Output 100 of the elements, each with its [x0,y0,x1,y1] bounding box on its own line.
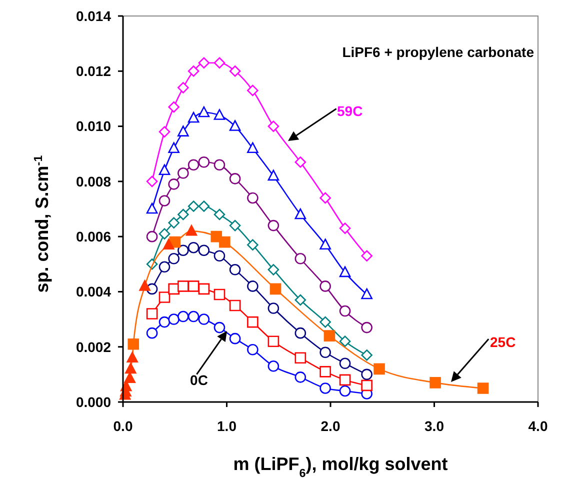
point [188,159,200,171]
y-tick-label: 0.002 [76,338,112,355]
point [294,208,306,220]
point [320,316,331,328]
point [219,236,230,248]
text: LiPF6 + propylene carbonate [342,44,534,60]
point [214,322,226,334]
point [158,164,170,176]
annotation: 25C [490,334,516,350]
point [477,382,489,394]
point [294,372,306,383]
point [268,336,280,347]
point [320,280,331,292]
point [361,349,372,361]
point [339,385,351,397]
point [178,310,189,322]
point [188,65,200,77]
point [188,112,200,123]
point [198,283,210,295]
point [158,261,170,273]
point [139,280,150,291]
point [361,322,372,334]
point [198,106,210,118]
y-tick-label: 0.014 [76,8,112,24]
y-tick-label: 0.004 [76,284,112,300]
point [198,200,210,212]
point [178,126,189,136]
point [247,84,258,96]
point [247,344,258,356]
point [168,178,180,190]
point [229,332,241,344]
point [247,280,258,292]
point [214,208,226,220]
point [163,238,174,250]
point [294,252,306,264]
x-tick-label: 1.0 [217,418,237,434]
point [294,352,306,364]
point [188,280,200,292]
y-tick-label: 0.008 [76,173,112,190]
point [339,222,351,234]
annotation: 59C [337,103,363,119]
x-tick-label: 3.0 [424,418,444,434]
point [294,156,306,168]
point [158,195,170,206]
point [268,302,280,314]
point [158,126,170,138]
point [198,244,210,256]
point [430,377,441,388]
annotation: 0C [190,372,208,388]
point [339,336,351,347]
point [168,101,180,113]
point [125,362,136,374]
point [268,120,280,132]
point [158,228,170,240]
point [188,310,200,322]
point [294,294,306,306]
point [361,250,372,262]
point [268,360,280,372]
point [229,220,241,232]
point [247,142,258,153]
point [320,346,331,358]
point [268,264,280,276]
point [198,156,210,168]
point [339,305,351,317]
point [178,168,189,179]
point [214,109,226,120]
y-tick-label: 0.010 [76,118,112,134]
point [361,288,372,300]
point [188,200,200,212]
y-tick-label: 0.000 [76,394,112,410]
y-tick-label: 0.006 [76,228,112,244]
point [229,264,241,276]
point [188,242,200,254]
point [320,382,331,394]
point [168,217,180,228]
point [320,238,331,250]
point [268,170,280,181]
point [339,358,351,370]
point [229,65,241,77]
point [158,316,170,328]
point [247,239,258,250]
point [214,159,226,171]
point [324,330,336,342]
point [186,224,198,236]
point [178,208,189,220]
x-tick-label: 4.0 [528,418,548,434]
point [126,352,138,363]
point [229,173,241,184]
point [247,316,258,328]
x-tick-label: 0.0 [113,418,133,434]
point [270,283,282,295]
point [320,366,331,378]
point [214,250,226,262]
point [339,266,351,278]
point [168,252,180,264]
point [229,120,241,131]
y-tick-label: 0.012 [76,63,112,80]
point [214,57,226,69]
point [374,363,385,375]
point [361,368,372,380]
